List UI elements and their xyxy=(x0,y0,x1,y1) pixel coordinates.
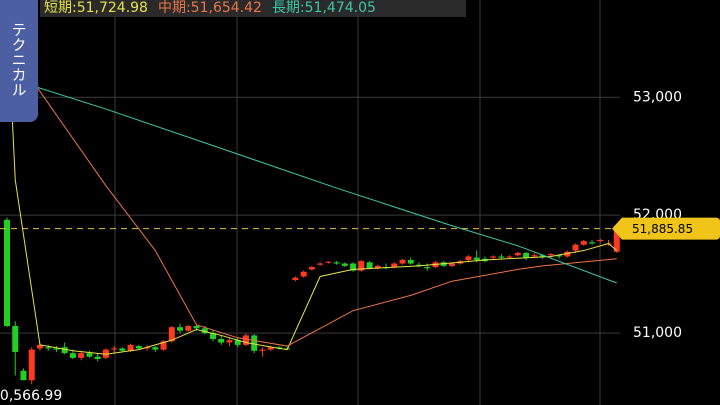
candle-body xyxy=(350,263,357,271)
candle-body xyxy=(572,244,579,251)
candle-body xyxy=(391,263,398,268)
candle-body xyxy=(341,263,348,266)
current-price-tag xyxy=(612,217,720,240)
candle-body xyxy=(251,335,258,351)
candle-body xyxy=(201,328,208,334)
candle-body xyxy=(366,262,373,269)
candle-body xyxy=(226,340,233,343)
candle-body xyxy=(160,341,167,350)
candle-body xyxy=(399,259,406,264)
candle-body xyxy=(374,265,381,269)
candle-body xyxy=(597,239,604,242)
candle-body xyxy=(12,326,19,352)
candle-body xyxy=(111,348,118,350)
legend-background xyxy=(40,0,466,17)
candle-body xyxy=(127,344,134,351)
candle-body xyxy=(465,256,472,260)
candle-body xyxy=(292,277,299,281)
candle-body xyxy=(523,252,530,258)
candle-body xyxy=(358,261,365,271)
candle-body xyxy=(589,242,596,244)
vertical-grid xyxy=(114,0,601,405)
candle-body xyxy=(613,228,620,252)
candle-body xyxy=(424,267,431,269)
candle-body xyxy=(259,349,266,351)
y-tick-label: 51,000 xyxy=(633,325,682,341)
candle-body xyxy=(94,356,101,360)
ma-line xyxy=(6,8,618,355)
candle-body xyxy=(514,252,521,256)
candle-body xyxy=(119,348,126,351)
current-price-label: 51,885.85 xyxy=(632,222,693,236)
legend-entry: 長期:51,474.05 xyxy=(272,0,376,16)
candle-body xyxy=(564,251,571,257)
candle-body xyxy=(36,344,43,349)
candle-body xyxy=(177,327,184,331)
candle-body xyxy=(506,256,513,258)
candle-body xyxy=(45,347,52,349)
low-marker-label: 50,566.99 xyxy=(0,388,62,404)
candle-body xyxy=(218,338,225,343)
candle-body xyxy=(333,262,340,264)
candle-body xyxy=(547,254,554,256)
candle-body xyxy=(78,353,85,358)
candle-body xyxy=(86,353,93,357)
candle-body xyxy=(308,267,315,270)
candle-body xyxy=(28,349,35,381)
candle-body xyxy=(580,241,587,245)
candle-body xyxy=(416,264,422,266)
candle-body xyxy=(325,261,332,263)
candle-body xyxy=(556,255,563,257)
candle-body xyxy=(20,370,27,381)
candle-body xyxy=(168,327,175,342)
candle-body xyxy=(144,347,151,349)
technical-button[interactable]: テクニカル xyxy=(0,0,38,122)
candle-body xyxy=(300,271,307,277)
candle-body xyxy=(539,255,546,257)
ma-line xyxy=(31,79,617,347)
candle-body xyxy=(531,255,538,257)
y-tick-label: 53,000 xyxy=(633,89,682,105)
candle-body xyxy=(210,333,216,339)
ma-line xyxy=(31,85,617,284)
candle-body xyxy=(498,256,505,258)
candle-body xyxy=(473,257,480,260)
candle-body xyxy=(490,256,497,258)
legend-entry: 短期:51,724.98 xyxy=(44,0,148,16)
candle-body xyxy=(275,347,282,349)
candle-body xyxy=(185,326,192,331)
candle-body xyxy=(234,340,241,345)
candle-body xyxy=(102,349,109,358)
candle-body xyxy=(53,348,60,350)
candle-body xyxy=(193,326,200,329)
candle-body xyxy=(69,353,76,358)
candle-body xyxy=(135,346,142,349)
candle-body xyxy=(407,259,414,264)
candle-body xyxy=(152,347,159,350)
candle-body xyxy=(4,219,10,327)
candle-body xyxy=(267,347,274,350)
candle-body xyxy=(61,347,68,354)
candle-body xyxy=(242,335,249,345)
legend-entry: 中期:51,654.42 xyxy=(158,0,262,16)
candle-body xyxy=(317,263,324,265)
candle-body xyxy=(448,263,455,266)
